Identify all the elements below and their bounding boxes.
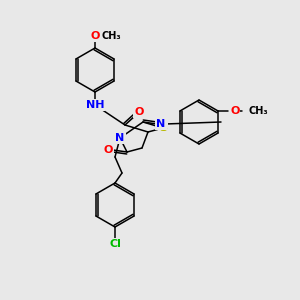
Text: S: S (159, 123, 167, 133)
Text: N: N (156, 119, 166, 129)
Text: O: O (90, 31, 100, 41)
Text: CH₃: CH₃ (101, 31, 121, 41)
Text: O: O (103, 145, 113, 155)
Text: Cl: Cl (109, 239, 121, 249)
Text: O: O (230, 106, 239, 116)
Text: O: O (134, 107, 144, 117)
Text: NH: NH (86, 100, 104, 110)
Text: N: N (116, 133, 124, 143)
Text: CH₃: CH₃ (248, 106, 268, 116)
